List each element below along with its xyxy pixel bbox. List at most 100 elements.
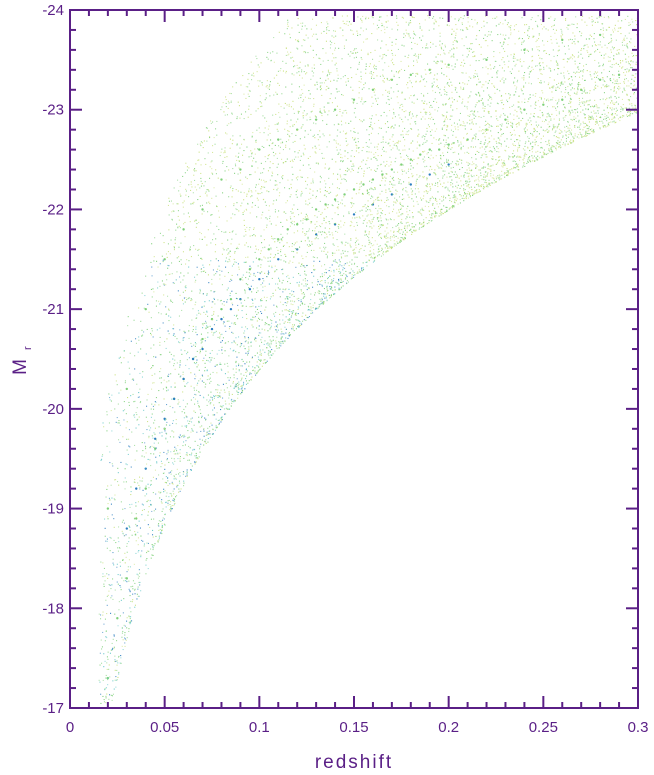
data-point bbox=[481, 167, 483, 169]
data-point bbox=[183, 330, 185, 332]
data-point bbox=[335, 230, 337, 232]
data-point bbox=[555, 136, 557, 138]
data-point bbox=[393, 74, 395, 76]
data-point bbox=[110, 400, 112, 402]
data-point bbox=[255, 248, 257, 250]
data-point bbox=[369, 250, 371, 252]
data-point bbox=[560, 83, 562, 85]
data-point bbox=[561, 81, 563, 83]
data-point bbox=[108, 393, 110, 395]
data-point bbox=[197, 199, 199, 201]
data-point bbox=[212, 371, 214, 373]
data-point bbox=[257, 192, 259, 194]
data-point bbox=[316, 88, 318, 90]
data-point bbox=[195, 456, 197, 458]
data-point bbox=[401, 103, 403, 105]
data-point bbox=[602, 98, 604, 100]
data-point bbox=[443, 52, 445, 54]
data-point bbox=[137, 588, 139, 590]
data-point bbox=[383, 150, 385, 152]
data-point bbox=[288, 246, 290, 248]
data-point bbox=[315, 147, 317, 149]
data-point bbox=[278, 31, 280, 33]
data-point bbox=[222, 405, 224, 407]
data-point bbox=[237, 318, 239, 320]
data-point bbox=[380, 212, 382, 214]
data-point bbox=[217, 419, 219, 421]
data-point bbox=[248, 346, 250, 348]
data-point bbox=[452, 109, 454, 111]
data-point bbox=[187, 420, 189, 422]
data-point bbox=[618, 85, 620, 87]
data-point bbox=[408, 225, 410, 227]
data-point bbox=[447, 63, 450, 67]
data-point bbox=[210, 260, 212, 262]
data-point bbox=[165, 495, 167, 497]
data-point bbox=[201, 258, 203, 260]
data-point bbox=[193, 389, 195, 391]
data-point bbox=[205, 163, 207, 165]
data-point bbox=[340, 176, 342, 178]
data-point bbox=[513, 55, 515, 57]
data-point bbox=[385, 237, 387, 239]
data-point bbox=[432, 204, 434, 206]
data-point bbox=[172, 420, 174, 422]
data-point bbox=[274, 256, 276, 258]
data-point bbox=[199, 195, 201, 197]
data-point bbox=[620, 111, 622, 113]
data-point bbox=[145, 275, 147, 277]
data-point bbox=[459, 168, 461, 170]
data-point bbox=[203, 266, 205, 268]
data-point bbox=[622, 50, 624, 52]
data-point bbox=[581, 134, 583, 136]
data-point bbox=[413, 229, 415, 231]
data-point bbox=[413, 32, 415, 34]
data-point bbox=[251, 165, 253, 167]
data-point bbox=[596, 120, 598, 122]
data-point bbox=[274, 326, 276, 328]
data-point bbox=[227, 272, 229, 274]
data-point bbox=[456, 108, 458, 110]
data-point bbox=[514, 145, 516, 147]
data-point bbox=[291, 223, 293, 225]
data-point bbox=[215, 395, 217, 397]
data-point bbox=[474, 138, 476, 140]
data-point bbox=[173, 324, 175, 326]
data-point bbox=[212, 398, 214, 400]
data-point bbox=[164, 490, 166, 492]
data-point bbox=[235, 384, 237, 386]
data-point bbox=[249, 372, 251, 374]
data-point bbox=[508, 93, 510, 95]
data-point bbox=[606, 86, 608, 88]
data-point bbox=[320, 22, 322, 24]
data-point bbox=[397, 72, 399, 74]
data-point bbox=[367, 52, 369, 54]
data-point bbox=[246, 178, 248, 180]
data-point bbox=[632, 21, 634, 23]
data-point bbox=[196, 317, 198, 319]
data-point bbox=[447, 143, 450, 146]
data-point bbox=[523, 163, 525, 165]
data-point bbox=[292, 310, 294, 312]
data-point bbox=[200, 145, 202, 147]
data-point bbox=[271, 148, 273, 150]
data-point bbox=[451, 147, 453, 149]
data-point bbox=[354, 138, 356, 140]
data-point bbox=[218, 402, 220, 404]
data-point bbox=[371, 188, 373, 190]
data-point bbox=[446, 211, 448, 213]
data-point bbox=[319, 110, 321, 112]
data-point bbox=[197, 458, 199, 460]
data-point bbox=[480, 46, 482, 48]
data-point bbox=[142, 477, 144, 479]
data-point bbox=[229, 295, 231, 297]
data-point bbox=[617, 103, 619, 105]
data-point bbox=[305, 73, 307, 75]
data-point bbox=[242, 274, 244, 276]
data-point bbox=[582, 57, 584, 59]
data-point bbox=[118, 439, 120, 441]
data-point bbox=[175, 229, 177, 231]
data-point bbox=[352, 213, 356, 216]
data-point bbox=[340, 120, 342, 122]
data-point bbox=[279, 313, 281, 315]
